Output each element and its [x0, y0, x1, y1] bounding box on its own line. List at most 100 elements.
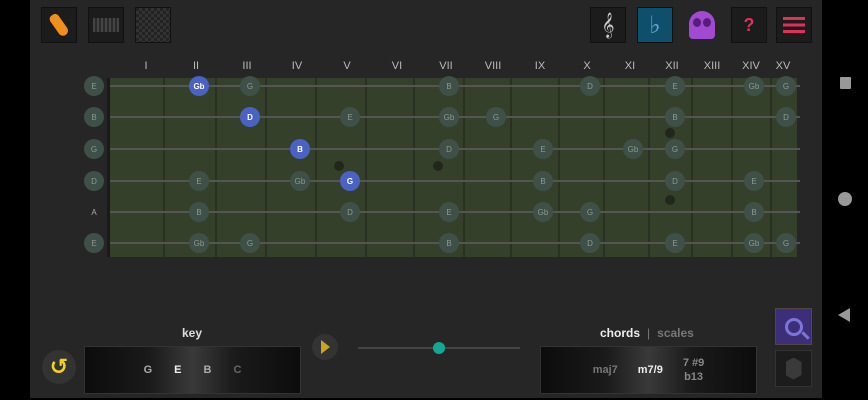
note-marker[interactable]: Gb: [744, 233, 764, 253]
note-marker[interactable]: D: [580, 76, 600, 96]
fret-wire: [413, 78, 415, 257]
open-string-note[interactable]: D: [84, 171, 104, 191]
open-string-note[interactable]: B: [84, 107, 104, 127]
piano-icon: [93, 18, 119, 32]
back-icon[interactable]: [838, 308, 850, 322]
fret-wire: [648, 78, 650, 257]
note-marker[interactable]: B: [533, 171, 553, 191]
note-marker[interactable]: D: [580, 233, 600, 253]
key-option[interactable]: C: [233, 364, 242, 376]
fret-wire: [365, 78, 367, 257]
guitar-button[interactable]: [41, 7, 77, 43]
fret-wire: [463, 78, 465, 257]
note-marker-highlighted[interactable]: G: [340, 171, 360, 191]
undo-button[interactable]: ↺: [42, 350, 76, 384]
fret-label: IV: [291, 60, 303, 72]
pattern-button[interactable]: [135, 7, 171, 43]
string: [110, 180, 800, 182]
tab-chords[interactable]: chords: [600, 326, 641, 340]
fret-label: III: [242, 60, 252, 72]
pattern-icon: [136, 8, 170, 42]
open-string-note[interactable]: A: [91, 207, 97, 217]
fretboard[interactable]: Gb G B D E Gb G D E Gb G B D B D E Gb G E Gb G B D E B D E Gb G B Gb G B…: [107, 76, 800, 257]
chord-picker[interactable]: maj7 m7/9 7 #9 b13: [540, 346, 757, 394]
note-marker[interactable]: Gb: [290, 171, 310, 191]
note-marker[interactable]: G: [240, 233, 260, 253]
inlay-dot: [665, 128, 675, 138]
key-option[interactable]: G: [143, 364, 153, 376]
fret-wire: [315, 78, 317, 257]
tab-scales[interactable]: scales: [657, 326, 694, 340]
guitar-icon: [48, 12, 70, 38]
flat-icon: ♭: [649, 11, 661, 39]
note-marker[interactable]: B: [439, 233, 459, 253]
clef-button[interactable]: 𝄞: [590, 7, 626, 43]
note-marker[interactable]: B: [189, 202, 209, 222]
note-marker[interactable]: E: [340, 107, 360, 127]
note-marker[interactable]: E: [189, 171, 209, 191]
note-marker[interactable]: D: [776, 107, 796, 127]
recents-icon[interactable]: [840, 77, 851, 89]
fret-wire: [603, 78, 605, 257]
note-marker[interactable]: E: [533, 139, 553, 159]
key-option[interactable]: B: [203, 364, 212, 376]
fret-label: XIII: [703, 60, 721, 72]
skull-icon: [689, 11, 715, 39]
note-marker[interactable]: G: [486, 107, 506, 127]
menu-button[interactable]: [776, 7, 812, 43]
chord-option[interactable]: 7 #9 b13: [683, 356, 704, 384]
open-string-note[interactable]: E: [84, 76, 104, 96]
skull-button[interactable]: [684, 7, 720, 43]
note-marker[interactable]: G: [240, 76, 260, 96]
key-option-selected[interactable]: E: [174, 364, 182, 376]
slider-thumb[interactable]: [433, 342, 445, 354]
help-button[interactable]: ?: [731, 7, 767, 43]
note-marker[interactable]: E: [439, 202, 459, 222]
note-marker[interactable]: Gb: [744, 76, 764, 96]
note-marker[interactable]: D: [340, 202, 360, 222]
fret-label: VI: [391, 60, 403, 72]
search-icon: [784, 317, 810, 340]
note-marker-highlighted[interactable]: Gb: [189, 76, 209, 96]
note-marker[interactable]: Gb: [623, 139, 643, 159]
home-icon[interactable]: [838, 192, 852, 206]
note-marker[interactable]: E: [665, 76, 685, 96]
note-marker[interactable]: G: [580, 202, 600, 222]
note-marker[interactable]: D: [439, 139, 459, 159]
piano-button[interactable]: [88, 7, 124, 43]
fret-wire: [731, 78, 733, 257]
chord-option-selected[interactable]: m7/9: [637, 364, 663, 376]
search-button[interactable]: [775, 308, 812, 345]
note-marker[interactable]: Gb: [533, 202, 553, 222]
note-marker[interactable]: Gb: [189, 233, 209, 253]
open-string-note[interactable]: G: [84, 139, 104, 159]
open-string-note[interactable]: E: [84, 233, 104, 253]
shape-button[interactable]: [775, 350, 812, 387]
chord-option[interactable]: maj7: [592, 364, 618, 376]
android-nav-bar: [822, 0, 868, 400]
note-marker[interactable]: G: [665, 139, 685, 159]
flat-button[interactable]: ♭: [637, 7, 673, 43]
fret-wire: [691, 78, 693, 257]
note-marker-highlighted[interactable]: B: [290, 139, 310, 159]
note-marker[interactable]: E: [665, 233, 685, 253]
note-marker[interactable]: G: [776, 233, 796, 253]
note-marker[interactable]: Gb: [439, 107, 459, 127]
play-button[interactable]: [312, 334, 338, 360]
fret-label: XII: [665, 60, 679, 72]
menu-icon: [783, 17, 805, 33]
key-label: key: [182, 326, 203, 340]
fret-label: II: [192, 60, 200, 72]
note-marker[interactable]: D: [665, 171, 685, 191]
note-marker[interactable]: B: [665, 107, 685, 127]
fret-label: I: [144, 60, 148, 72]
note-marker[interactable]: E: [744, 171, 764, 191]
fret-label: VII: [439, 60, 453, 72]
note-marker[interactable]: G: [776, 76, 796, 96]
tempo-slider[interactable]: [358, 342, 520, 354]
note-marker[interactable]: B: [744, 202, 764, 222]
fret-label: IX: [534, 60, 546, 72]
note-marker[interactable]: B: [439, 76, 459, 96]
note-marker-highlighted[interactable]: D: [240, 107, 260, 127]
